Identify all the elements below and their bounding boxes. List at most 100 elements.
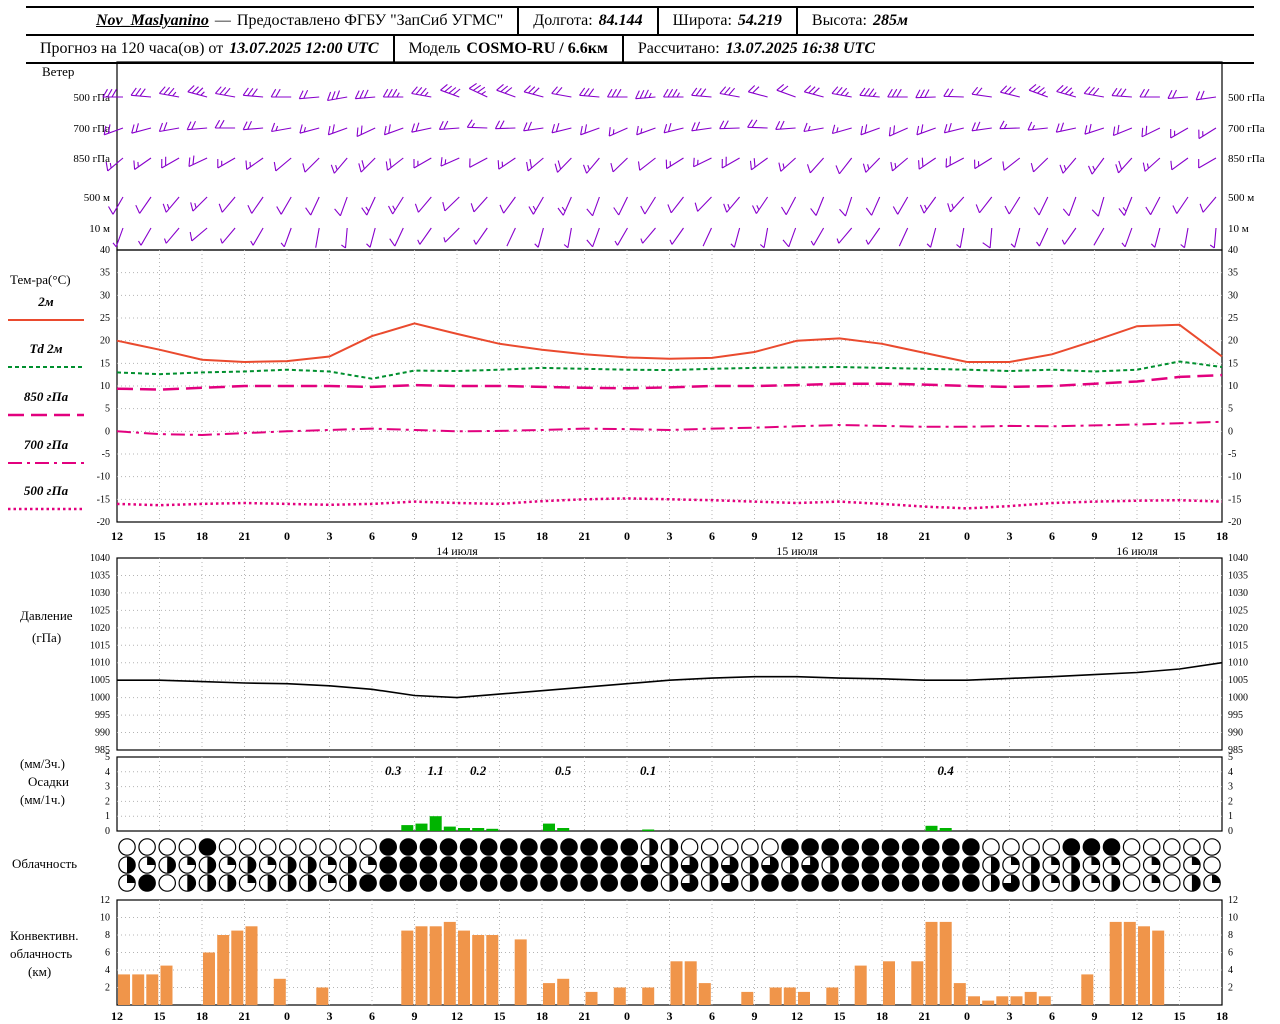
convective-bar	[1138, 926, 1150, 1006]
cloud-symbol	[238, 838, 257, 856]
temp-axis-label-left: -15	[97, 494, 110, 505]
cloud-symbol	[640, 874, 659, 892]
convective-bar	[543, 983, 555, 1005]
precip-bar	[415, 823, 428, 831]
wind-barb	[389, 227, 404, 247]
wind-barb	[859, 87, 880, 98]
wind-barb	[999, 120, 1020, 130]
cloud-symbol	[520, 874, 538, 892]
convective-bar	[146, 974, 159, 1005]
precip-axis-label-left: 3	[105, 782, 110, 793]
cloud-symbol	[540, 838, 558, 856]
forecast-time: 13.07.2025 12:00 UTC	[229, 40, 379, 57]
hour-label-top: 18	[536, 529, 548, 543]
wind-barb	[614, 227, 628, 246]
wind-barb	[131, 123, 152, 134]
cloud-symbol	[1203, 838, 1221, 856]
cloud-symbol	[962, 838, 980, 856]
wind-barb	[1091, 196, 1105, 217]
wind-barb	[803, 122, 824, 133]
cloud-symbol	[700, 838, 719, 856]
cloud-symbol	[901, 856, 920, 874]
convective-bar	[245, 926, 258, 1006]
hour-label-bottom: 9	[752, 1009, 758, 1023]
wind-barb	[865, 196, 881, 216]
cloud-symbol-fill	[1212, 874, 1221, 883]
cloud-symbol	[560, 874, 578, 892]
hour-label-top: 15	[1174, 529, 1186, 543]
hour-label-top: 12	[111, 529, 123, 543]
cloud-symbol	[1163, 874, 1181, 892]
cloud-symbol-fill	[669, 856, 678, 874]
convective-bar	[642, 987, 655, 1005]
convective-bar	[769, 987, 782, 1005]
wind-barb	[361, 196, 376, 216]
latitude-segment: Широта: 54.219	[656, 8, 796, 34]
wind-barb	[693, 157, 712, 168]
hour-label-bottom: 18	[876, 1009, 888, 1023]
cloud-symbol	[901, 874, 920, 892]
wind-level-label-right: 500 гПа	[1228, 92, 1265, 104]
cloud-symbol	[861, 856, 880, 874]
wind-level-label-right: 850 гПа	[1228, 153, 1265, 165]
wind-barb	[702, 227, 712, 247]
hour-label-top: 3	[667, 529, 673, 543]
wind-barb	[810, 227, 825, 246]
precip-axis-label-right: 0	[1228, 826, 1233, 837]
wind-barb	[382, 88, 404, 98]
precip-bar	[472, 828, 485, 831]
wind-barb	[974, 157, 993, 170]
cloud-symbol-fill	[1151, 856, 1160, 865]
cloud-symbol	[921, 856, 940, 874]
wind-barb	[1059, 157, 1077, 174]
hour-label-top: 9	[1092, 529, 1098, 543]
wind-barb	[112, 227, 124, 248]
cloud-symbol	[339, 838, 357, 856]
wind-barb	[1028, 83, 1048, 98]
temp-series-4	[116, 420, 1223, 437]
wind-panel-title: Ветер	[42, 64, 75, 79]
temp-axis-label-left: 10	[100, 381, 110, 392]
cloud-symbol-fill	[247, 874, 256, 883]
cloud-symbol	[1042, 838, 1060, 856]
cloud-symbol	[158, 838, 176, 856]
cloud-symbol-fill	[247, 856, 256, 874]
wind-level-label-left: 10 м	[89, 223, 110, 235]
cloud-symbol	[178, 838, 197, 856]
cloud-symbol	[1122, 856, 1141, 874]
cloud-symbol	[1142, 838, 1161, 856]
cloud-symbol	[439, 838, 458, 856]
wind-barb	[1036, 227, 1049, 247]
dash: —	[214, 12, 231, 29]
convective-bar	[203, 952, 215, 1005]
cloud-symbol-fill	[721, 856, 738, 874]
cloud-symbol-fill	[1071, 874, 1080, 892]
wind-barb	[470, 196, 488, 213]
hour-label-bottom: 15	[834, 1009, 846, 1023]
cloud-symbol-fill	[991, 874, 1000, 892]
wind-level-label-left: 500 гПа	[73, 92, 110, 104]
cloud-symbol	[479, 838, 498, 856]
cloud-symbol	[901, 838, 920, 856]
temp-legend-label: 850 гПа	[24, 389, 69, 404]
cloud-symbol-fill	[127, 874, 136, 883]
wind-barb	[270, 122, 292, 133]
cloud-symbol-fill	[1031, 856, 1040, 874]
conv-axis-label-left: 4	[105, 965, 110, 976]
wind-barb	[276, 196, 292, 215]
cloud-symbol	[359, 838, 377, 856]
convective-bar	[415, 926, 428, 1006]
wind-barb	[497, 157, 516, 170]
wind-barb	[747, 85, 768, 98]
wind-barb	[956, 227, 965, 249]
temp-legend-label: 2м	[37, 294, 54, 309]
wind-barb	[582, 157, 600, 174]
wind-barb	[943, 88, 964, 98]
wind-barb	[892, 196, 909, 215]
wind-barb	[747, 119, 768, 129]
convective-bar	[953, 983, 966, 1005]
cloud-symbol	[379, 856, 397, 874]
temp-axis-label-right: 20	[1228, 336, 1238, 347]
cloud-symbol	[580, 874, 598, 892]
conv-axis-label-right: 4	[1228, 965, 1233, 976]
